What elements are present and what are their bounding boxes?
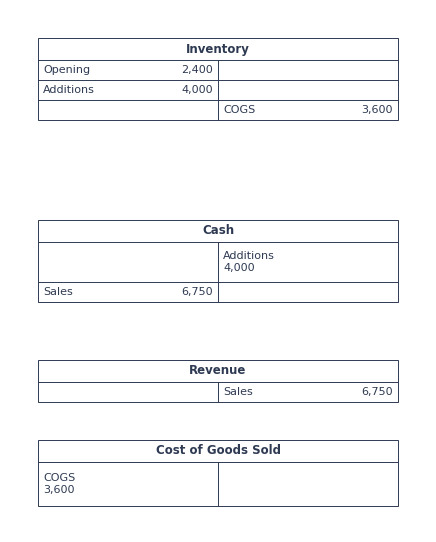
Text: COGS: COGS — [223, 105, 255, 115]
Text: Additions
4,000: Additions 4,000 — [223, 251, 275, 273]
Text: Cash: Cash — [202, 224, 234, 237]
Text: Sales: Sales — [43, 287, 73, 297]
Text: Cost of Goods Sold: Cost of Goods Sold — [156, 444, 280, 457]
Text: COGS
3,600: COGS 3,600 — [43, 473, 75, 495]
Text: Inventory: Inventory — [186, 42, 250, 55]
Text: Opening: Opening — [43, 65, 90, 75]
Bar — [38, 440, 398, 506]
Bar — [38, 220, 398, 302]
Text: 6,750: 6,750 — [361, 387, 393, 397]
Text: 6,750: 6,750 — [181, 287, 213, 297]
Text: Revenue: Revenue — [189, 365, 247, 377]
Bar — [38, 360, 398, 402]
Text: 3,600: 3,600 — [361, 105, 393, 115]
Bar — [38, 38, 398, 120]
Text: 4,000: 4,000 — [181, 85, 213, 95]
Text: Sales: Sales — [223, 387, 253, 397]
Text: 2,400: 2,400 — [181, 65, 213, 75]
Text: Additions: Additions — [43, 85, 95, 95]
